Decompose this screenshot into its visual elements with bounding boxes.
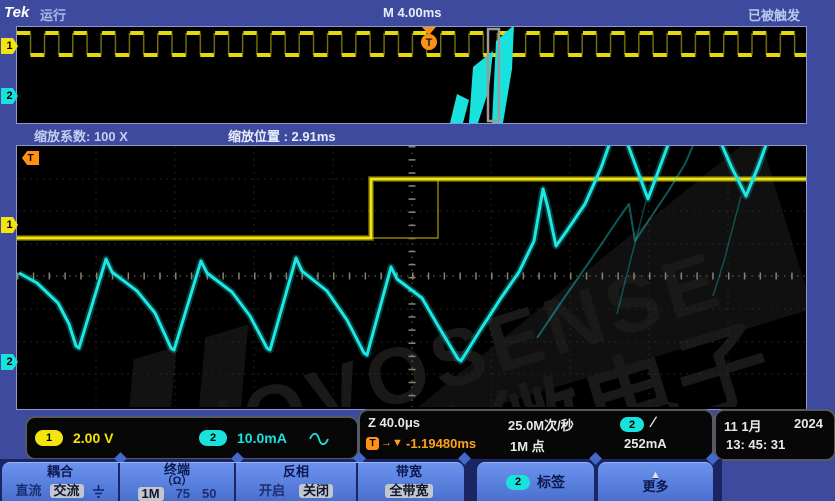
- trigger-position-badge: [421, 34, 437, 50]
- more-button-text: 更多: [642, 479, 669, 494]
- datetime-box: 11 1月 2024 13: 45: 31: [714, 409, 835, 461]
- bandwidth-option-full[interactable]: 全带宽: [385, 484, 433, 498]
- coupling-option-ac[interactable]: 交流: [49, 484, 84, 498]
- ch1-scale-readout: 2.00 V: [73, 430, 114, 446]
- menu-termination[interactable]: 终端 （Ω） 1M 75 50: [120, 463, 234, 501]
- main-waveform-panel: NOVOSENSE 纳芯微电子: [16, 131, 813, 501]
- menu-bandwidth[interactable]: 带宽 全带宽: [358, 463, 460, 501]
- more-button[interactable]: ▲ 更多: [598, 462, 713, 501]
- overview-ch1-marker-label: 1: [6, 40, 13, 52]
- trigger-status-text: 已被触发: [748, 8, 801, 23]
- trigger-delay-t-label: T: [369, 438, 376, 449]
- termination-option-75[interactable]: 75: [175, 486, 191, 501]
- menu-separator: [356, 463, 358, 501]
- ch1-badge: 1: [35, 430, 63, 446]
- trigger-delay-readout: -1.19480ms: [406, 436, 477, 451]
- label-button[interactable]: 2 标签: [477, 462, 594, 501]
- time-readout: 13: 45: 31: [726, 437, 786, 452]
- ch2-badge: 2: [199, 430, 227, 446]
- ground-coupling-icon: [92, 484, 104, 498]
- graticule-center-axes: [17, 146, 806, 407]
- trigger-level-readout: 252mA: [624, 436, 667, 451]
- invert-option-on[interactable]: 开启: [258, 483, 285, 498]
- ac-coupling-icon: [309, 433, 329, 445]
- ch1-overview-square-wave: [17, 27, 806, 63]
- coupling-option-dc[interactable]: 直流: [15, 483, 42, 498]
- channel-scales-box: 1 2.00 V 2 10.0mA: [25, 416, 359, 460]
- ch2-ghost-trace: [536, 140, 696, 339]
- overview-ch2-marker: 2: [1, 88, 18, 104]
- acquisition-status: 运行: [40, 8, 67, 23]
- trigger-badge-letter: T: [426, 37, 433, 49]
- trigger-source-badge: 2: [620, 417, 644, 432]
- ch1-badge-label: 1: [45, 432, 53, 444]
- main-ch1-marker: 1: [1, 217, 18, 233]
- trigger-delay-arrow-icons: →▼: [381, 437, 403, 449]
- zoom-timebase-readout: Z 40.0μs: [368, 415, 421, 430]
- tek-logo: Tek: [4, 4, 30, 21]
- trigger-source-label: 2: [628, 418, 636, 431]
- main-trigger-marker-label: T: [27, 152, 34, 164]
- date-readout: 11 1月: [724, 419, 762, 434]
- trigger-delay-t-icon: T: [366, 437, 379, 450]
- overview-waveform-panel: T: [16, 25, 807, 124]
- ch2-scale-readout: 10.0mA: [237, 430, 287, 446]
- label-ch2-badge-text: 2: [514, 476, 522, 488]
- main-waveform-svg: NOVOSENSE 纳芯微电子: [17, 131, 813, 501]
- coupling-title: 耦合: [46, 464, 73, 479]
- bandwidth-title: 带宽: [395, 464, 422, 479]
- trigger-slope-icon: ∕: [652, 414, 655, 431]
- main-ch2-marker-label: 2: [6, 356, 13, 368]
- invert-title: 反相: [282, 464, 309, 479]
- main-ch2-marker: 2: [1, 354, 18, 370]
- menu-coupling[interactable]: 耦合 直流 交流: [2, 463, 118, 501]
- main-trigger-marker: T: [22, 151, 39, 165]
- zoom-factor-readout: 缩放系数: 100 X: [34, 129, 128, 144]
- zoom-window-bracket[interactable]: [486, 27, 501, 123]
- termination-option-50[interactable]: 50: [202, 486, 217, 501]
- main-ch1-marker-label: 1: [6, 219, 13, 231]
- record-length-readout: 1M 点: [510, 439, 545, 454]
- overview-waveform-svg: T: [17, 25, 806, 123]
- termination-option-1m[interactable]: 1M: [137, 487, 164, 501]
- more-up-arrow-icon: ▲: [650, 469, 661, 481]
- invert-option-off[interactable]: 关闭: [299, 484, 334, 498]
- year-readout: 2024: [794, 416, 823, 431]
- termination-unit: （Ω）: [161, 475, 193, 487]
- channel-menu-bar: 耦合 直流 交流 终端 （Ω） 1M 75 50 反相 开启 关: [2, 462, 464, 501]
- overview-ch2-marker-label: 2: [6, 90, 13, 102]
- sample-rate-readout: 25.0M次/秒: [508, 418, 574, 433]
- trigger-position-arrow-icon: [422, 27, 436, 35]
- acquisition-readout-box: Z 40.0μs T →▼ -1.19480ms 25.0M次/秒 1M 点 2…: [358, 409, 714, 461]
- main-timebase-readout: M 4.00ms: [383, 5, 442, 20]
- zoom-position-readout: 缩放位置 : 2.91ms: [228, 129, 336, 144]
- ch1-trace: [17, 176, 806, 241]
- ch2-trace: [17, 132, 774, 365]
- menu-separator: [234, 463, 236, 501]
- menu-invert[interactable]: 反相 开启 关闭: [236, 463, 356, 501]
- termination-title: 终端: [163, 462, 190, 477]
- ch2-badge-label: 2: [209, 432, 217, 444]
- label-button-text: 标签: [537, 474, 565, 490]
- menu-separator: [118, 463, 120, 501]
- overview-ch1-marker: 1: [1, 38, 18, 54]
- label-ch2-badge: 2: [506, 474, 530, 490]
